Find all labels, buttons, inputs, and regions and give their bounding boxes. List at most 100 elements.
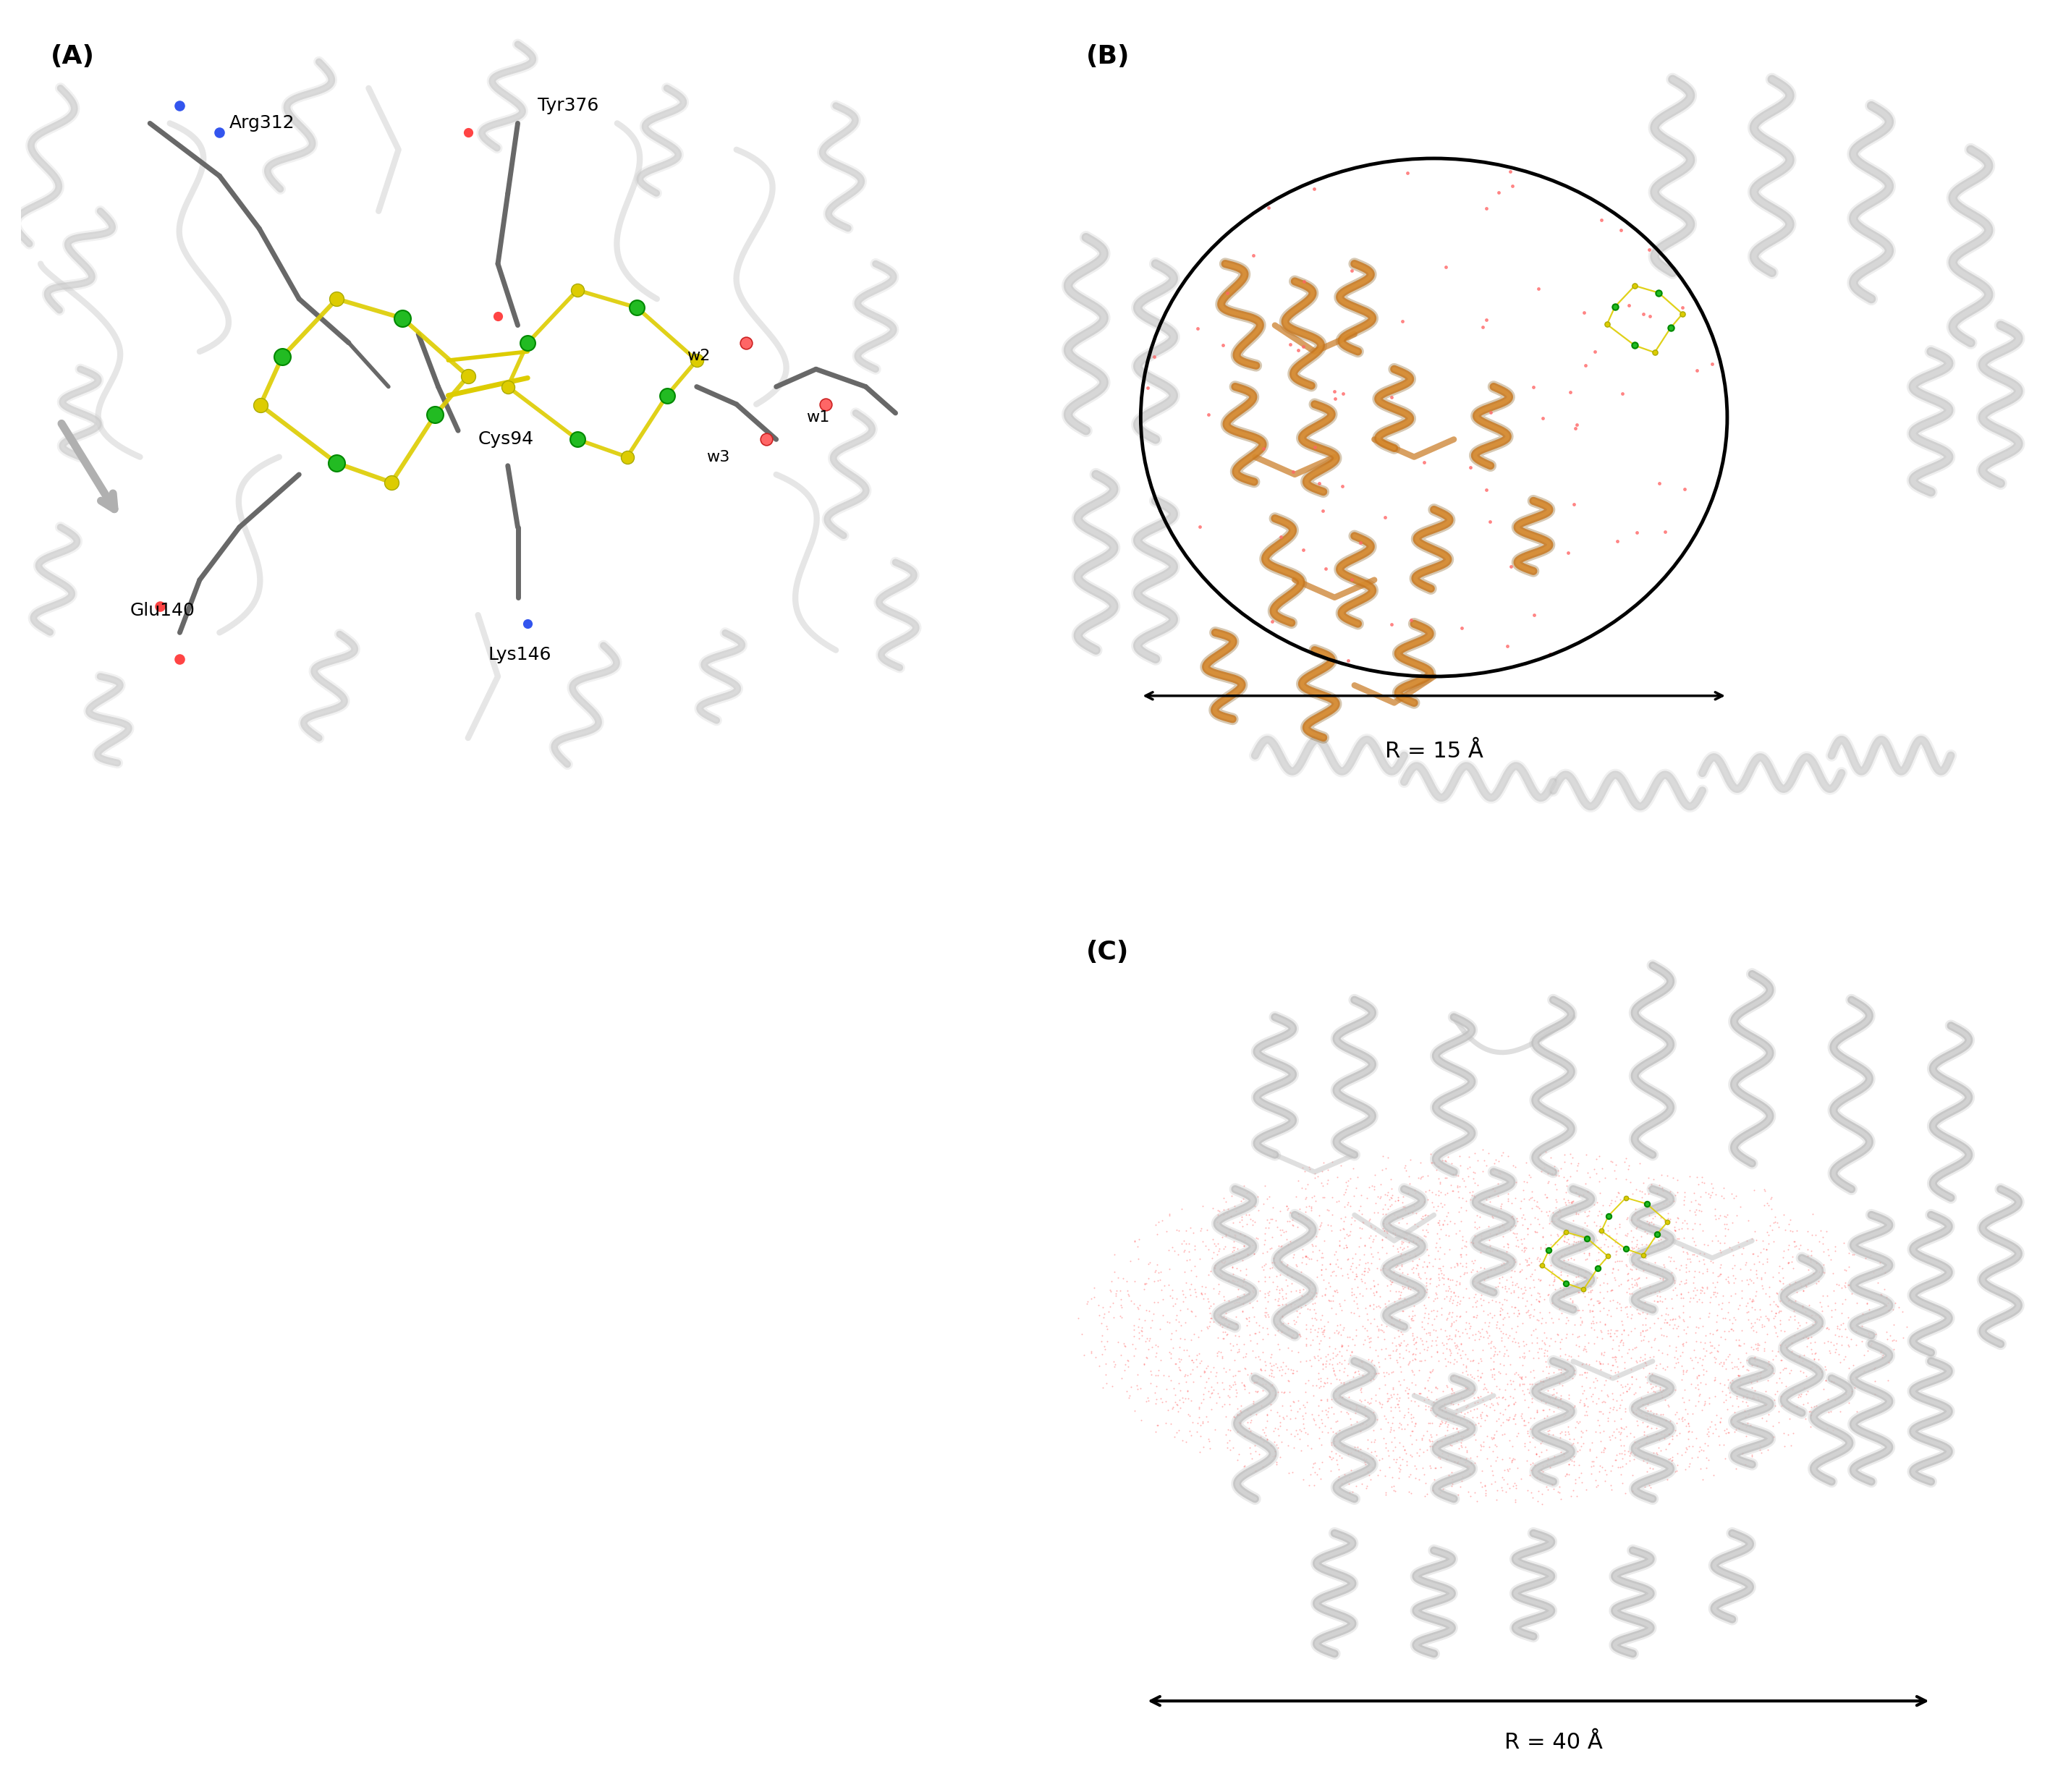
Point: [1265, 1220, 1299, 1249]
Point: [1646, 1339, 1680, 1367]
Point: [1690, 1321, 1723, 1349]
Point: [1605, 1321, 1638, 1349]
Point: [1576, 1452, 1609, 1480]
Point: [1555, 1287, 1588, 1315]
Point: [1696, 1226, 1729, 1254]
Point: [1644, 1174, 1678, 1202]
Point: [1661, 1322, 1694, 1351]
Point: [1122, 1290, 1156, 1319]
Point: [1663, 1303, 1696, 1331]
Point: [1787, 1373, 1820, 1401]
Point: [1334, 1165, 1367, 1193]
Point: [1423, 1260, 1456, 1288]
Point: [1236, 1389, 1270, 1417]
Point: [1543, 1478, 1576, 1507]
Point: [1653, 1392, 1686, 1421]
Point: [1721, 1360, 1754, 1389]
Point: [1263, 1197, 1296, 1226]
Point: [1758, 1312, 1791, 1340]
Point: [1392, 1394, 1425, 1423]
Point: [1303, 1314, 1336, 1342]
Point: [1698, 1366, 1731, 1394]
Point: [1325, 1330, 1359, 1358]
Point: [1491, 1405, 1524, 1434]
Point: [1433, 1208, 1466, 1236]
Point: [1624, 1274, 1657, 1303]
Point: [1334, 1297, 1367, 1326]
Point: [1203, 1383, 1236, 1412]
Point: [1553, 1188, 1586, 1217]
Point: [1332, 1188, 1365, 1217]
Point: [1727, 1330, 1760, 1358]
Point: [1572, 1159, 1605, 1188]
Point: [1601, 1236, 1634, 1265]
Point: [1359, 1188, 1392, 1217]
Point: [1700, 1315, 1733, 1344]
Point: [1767, 1355, 1800, 1383]
Point: [1789, 1271, 1822, 1299]
Point: [1781, 1217, 1814, 1245]
Point: [1669, 1328, 1702, 1357]
Point: [1392, 1301, 1425, 1330]
Point: [1460, 1443, 1493, 1471]
Point: [1638, 1247, 1671, 1276]
Point: [1719, 1383, 1752, 1412]
Point: [1725, 1276, 1758, 1305]
Point: [1651, 1391, 1684, 1419]
Point: [1197, 1353, 1230, 1382]
Point: [1773, 1405, 1806, 1434]
Point: [1694, 1412, 1727, 1441]
Point: [1607, 1353, 1640, 1382]
Point: [1462, 1317, 1495, 1346]
Point: [1220, 1446, 1253, 1475]
Point: [1385, 1432, 1419, 1460]
Point: [1727, 1396, 1760, 1425]
Point: [1207, 1233, 1241, 1262]
Point: [1375, 1464, 1408, 1493]
Point: [1309, 1279, 1342, 1308]
Point: [1789, 1380, 1822, 1409]
Point: [1516, 1265, 1549, 1294]
Point: [1688, 1245, 1721, 1274]
Point: [1398, 1452, 1431, 1480]
Point: [1158, 1380, 1191, 1409]
Point: [1325, 1331, 1359, 1360]
Point: [1740, 1263, 1773, 1292]
Point: [1441, 1161, 1475, 1190]
Point: [1802, 1346, 1835, 1374]
Point: [1361, 1441, 1394, 1469]
Point: [1410, 1215, 1443, 1244]
Point: [1499, 1294, 1533, 1322]
Point: [1810, 1281, 1843, 1310]
Point: [1742, 1242, 1775, 1271]
Point: [1334, 1217, 1367, 1245]
Point: [1704, 1322, 1738, 1351]
Point: [1323, 1441, 1357, 1469]
Point: [1562, 1322, 1595, 1351]
Point: [1135, 1357, 1168, 1385]
Point: [1675, 1240, 1709, 1269]
Point: [1334, 1254, 1367, 1283]
Point: [1640, 1439, 1673, 1468]
Point: [1398, 1328, 1431, 1357]
Point: [1212, 1310, 1245, 1339]
Point: [1671, 1412, 1704, 1441]
Point: [1613, 1335, 1646, 1364]
Point: [1410, 1278, 1443, 1306]
Point: [1510, 1419, 1543, 1448]
Point: [1475, 1389, 1508, 1417]
Point: [1574, 1373, 1607, 1401]
Point: [1475, 1423, 1508, 1452]
Point: [1570, 1400, 1603, 1428]
Point: [1348, 1294, 1381, 1322]
Point: [1238, 1376, 1272, 1405]
Point: [1738, 1176, 1771, 1204]
Point: [1323, 1288, 1357, 1317]
Point: [1259, 1430, 1292, 1459]
Point: [1390, 1380, 1423, 1409]
Point: [1354, 1466, 1388, 1495]
Point: [1472, 1183, 1506, 1211]
Point: [1644, 1287, 1678, 1315]
Point: [1388, 1224, 1421, 1253]
Point: [1226, 1271, 1259, 1299]
